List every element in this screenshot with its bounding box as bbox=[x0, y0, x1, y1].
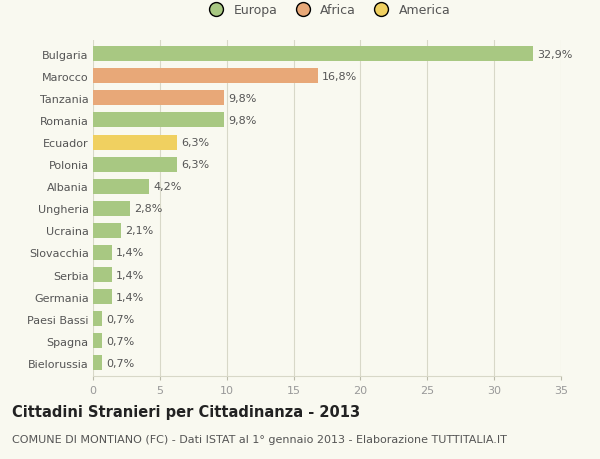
Text: 9,8%: 9,8% bbox=[228, 94, 256, 104]
Text: 32,9%: 32,9% bbox=[537, 50, 572, 60]
Bar bbox=[93, 179, 149, 194]
Bar bbox=[93, 312, 103, 326]
Bar bbox=[93, 224, 121, 238]
Bar bbox=[93, 113, 224, 128]
Bar bbox=[93, 91, 224, 106]
Text: 1,4%: 1,4% bbox=[116, 292, 144, 302]
Text: 1,4%: 1,4% bbox=[116, 248, 144, 258]
Bar bbox=[93, 157, 177, 172]
Text: 0,7%: 0,7% bbox=[106, 336, 134, 346]
Text: Cittadini Stranieri per Cittadinanza - 2013: Cittadini Stranieri per Cittadinanza - 2… bbox=[12, 404, 360, 419]
Text: 16,8%: 16,8% bbox=[322, 72, 357, 82]
Text: 2,8%: 2,8% bbox=[134, 204, 163, 214]
Text: 1,4%: 1,4% bbox=[116, 270, 144, 280]
Bar bbox=[93, 69, 317, 84]
Bar bbox=[93, 356, 103, 371]
Bar bbox=[93, 290, 112, 304]
Text: 9,8%: 9,8% bbox=[228, 116, 256, 126]
Bar bbox=[93, 135, 177, 150]
Text: 2,1%: 2,1% bbox=[125, 226, 154, 236]
Bar bbox=[93, 47, 533, 62]
Text: 6,3%: 6,3% bbox=[181, 160, 209, 170]
Text: 0,7%: 0,7% bbox=[106, 314, 134, 324]
Bar bbox=[93, 202, 130, 216]
Bar bbox=[93, 334, 103, 348]
Bar bbox=[93, 246, 112, 260]
Legend: Europa, Africa, America: Europa, Africa, America bbox=[204, 4, 450, 17]
Text: 6,3%: 6,3% bbox=[181, 138, 209, 148]
Text: COMUNE DI MONTIANO (FC) - Dati ISTAT al 1° gennaio 2013 - Elaborazione TUTTITALI: COMUNE DI MONTIANO (FC) - Dati ISTAT al … bbox=[12, 434, 507, 444]
Bar bbox=[93, 268, 112, 282]
Text: 4,2%: 4,2% bbox=[153, 182, 182, 192]
Text: 0,7%: 0,7% bbox=[106, 358, 134, 368]
